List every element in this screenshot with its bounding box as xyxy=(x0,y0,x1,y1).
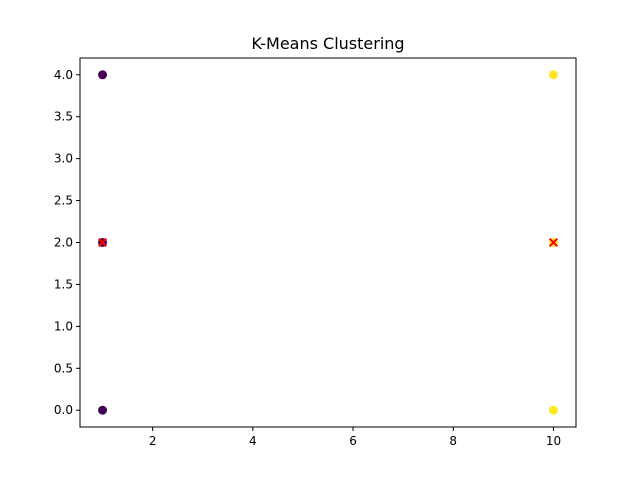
data-points xyxy=(98,70,558,415)
y-tick-label: 0.0 xyxy=(54,403,73,417)
y-tick-label: 2.5 xyxy=(54,194,73,208)
data-point xyxy=(98,70,108,80)
x-tick-label: 4 xyxy=(249,434,257,448)
plot-frame xyxy=(79,57,577,428)
y-tick-label: 3.5 xyxy=(54,110,73,124)
x-tick-label: 2 xyxy=(149,434,157,448)
x-tick-label: 10 xyxy=(546,434,561,448)
centroid-marker xyxy=(548,237,558,248)
y-tick-label: 4.0 xyxy=(54,68,73,82)
centroid-marker xyxy=(98,237,108,248)
y-tick-label: 2.0 xyxy=(54,236,73,250)
data-point xyxy=(98,405,108,415)
data-point xyxy=(548,405,558,415)
y-tick-label: 1.0 xyxy=(54,319,73,333)
x-tick-label: 8 xyxy=(449,434,457,448)
axis-ticks: 2 4 6 8 10 0.0 0.5 1.0 1.5 2.0 2.5 3.0 3.5 4.0 xyxy=(54,68,561,448)
y-tick-label: 0.5 xyxy=(54,361,73,375)
y-tick-label: 3.0 xyxy=(54,152,73,166)
chart-title: K-Means Clustering xyxy=(251,34,404,53)
data-point xyxy=(548,70,558,80)
x-tick-label: 6 xyxy=(349,434,357,448)
y-tick-label: 1.5 xyxy=(54,277,73,291)
